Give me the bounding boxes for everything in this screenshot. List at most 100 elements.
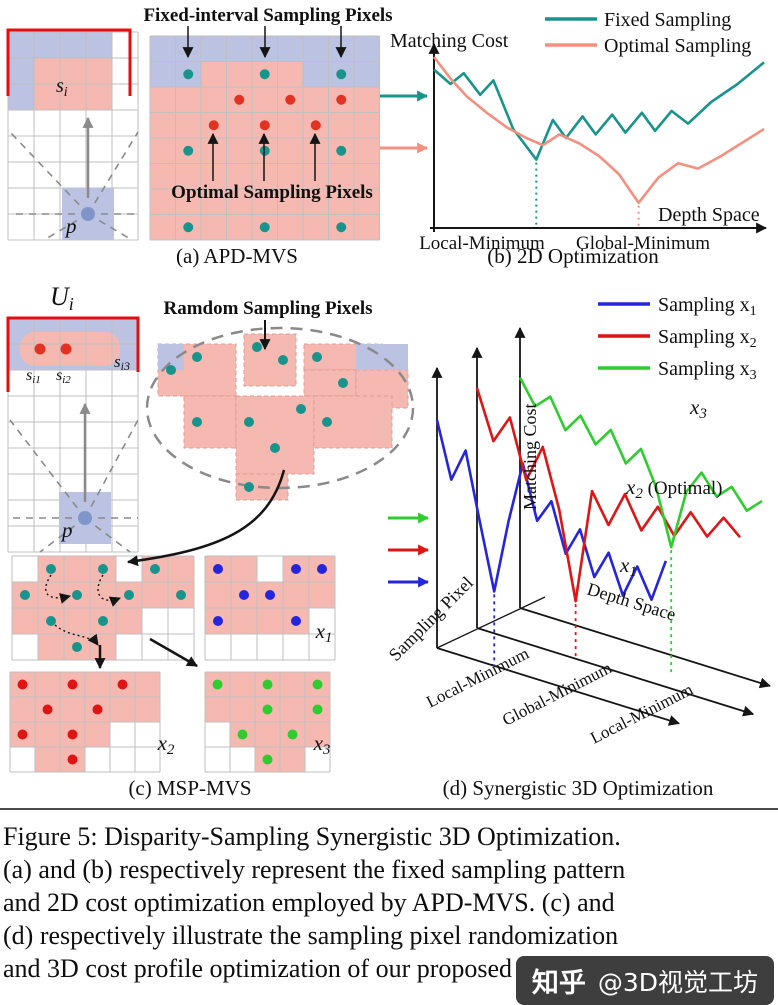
- sampling-pixel-dot: [212, 679, 223, 690]
- sampling-pixel-dot: [259, 69, 270, 80]
- sampling-pixel-dot: [259, 120, 270, 131]
- sampling-pixel-dot: [312, 352, 322, 362]
- chart-3d-optimization: [431, 326, 771, 726]
- depth-axis: [436, 647, 681, 726]
- legend-x2-sub: 2: [750, 336, 757, 351]
- x1-grid-label: x1: [315, 619, 333, 646]
- sampling-pixel-dot: [98, 616, 108, 626]
- sampling-pixel-dot: [285, 94, 296, 105]
- s-i-sub: i: [64, 85, 68, 100]
- u-i-label: Ui: [50, 282, 74, 314]
- grid-flow-arrow-diagonal: [149, 637, 198, 668]
- caption-a: (a) APD-MVS: [176, 244, 298, 268]
- sampling-pixel-dot: [67, 729, 78, 740]
- s-i1-base: s: [26, 367, 32, 384]
- sampling-pixel-dot: [270, 443, 280, 453]
- projection-ray: [84, 419, 139, 519]
- cost-curve-x2: [475, 387, 741, 603]
- caption-line-2: (a) and (b) respectively represent the f…: [3, 855, 626, 884]
- caption-line-5: and 3D cost profile optimization of our …: [3, 954, 604, 983]
- sampling-pixel-dot: [336, 69, 347, 80]
- sampling-pixel-dot: [17, 729, 28, 740]
- s-i-base: s: [56, 75, 64, 97]
- grids-layer: [6, 28, 380, 773]
- legend-label-sampling-x1: Sampling x1: [658, 294, 757, 319]
- shift-arrow: [54, 624, 99, 646]
- sampling-pixel-dot: [72, 590, 82, 600]
- sampling-pixel-dot: [336, 222, 347, 233]
- s-i2-label: si2: [56, 367, 71, 386]
- local-minimum-2-label-d: Local-Minimum: [587, 680, 696, 748]
- shift-arrow: [45, 574, 72, 604]
- sampling-pixel-dot: [322, 417, 332, 427]
- sampling-pixel-dot: [192, 352, 202, 362]
- sampling-pixel-dot: [237, 729, 248, 740]
- global-minimum-label-b: Global-Minimum: [576, 233, 710, 254]
- projection-ray: [9, 419, 86, 519]
- reference-pixel-p: [81, 207, 95, 221]
- patch-border: [6, 316, 140, 392]
- sampling-pixel-dot: [72, 642, 82, 652]
- sampling-pixel-dot: [60, 343, 72, 355]
- s-i1-label: si1: [26, 367, 41, 386]
- sampling-region-ellipse: [145, 326, 415, 490]
- sampling-pixel-dot: [278, 355, 288, 365]
- pink-block: [183, 395, 237, 449]
- s-i-label: si: [56, 75, 68, 100]
- sampling-pixel-dot: [20, 590, 30, 600]
- cost-curve-x3: [518, 376, 763, 549]
- p-label-c: p: [60, 518, 73, 542]
- sampling-pixel-dot: [176, 590, 186, 600]
- x1-sub: 1: [325, 630, 333, 646]
- s-i2-sub: i2: [62, 374, 71, 386]
- cost-curve-x1: [435, 419, 668, 601]
- zhihu-logo: 知乎: [531, 968, 586, 999]
- sampling-pixel-dot: [34, 343, 46, 355]
- s-i1-sub: i1: [32, 374, 41, 386]
- sampling-pixel-dot: [234, 94, 245, 105]
- projection-ray: [43, 213, 89, 241]
- random-region-layer: [145, 326, 415, 501]
- x3-base: x: [313, 731, 324, 755]
- grid-c-x3: [204, 671, 331, 773]
- sampling-pixel-dot: [67, 754, 78, 765]
- x3-grid-label: x3: [313, 731, 331, 758]
- caption-line-1: Figure 5: Disparity-Sampling Synergistic…: [3, 822, 621, 851]
- legend-x3-base: Sampling x: [658, 358, 750, 380]
- sampling-pixel-dot: [208, 120, 219, 131]
- legend-x1-sub: 1: [750, 304, 757, 319]
- sampling-pixel-dot: [98, 564, 108, 574]
- random-sampling-pixels-title: Ramdom Sampling Pixels: [163, 298, 372, 319]
- grid-c-random-shift: [11, 555, 195, 661]
- global-minimum-label-d: Global-Minimum: [499, 658, 615, 729]
- depth-axis: [519, 607, 771, 689]
- pink-region: [12, 582, 194, 608]
- projection-ray: [9, 131, 89, 215]
- sampling-pixel-dot: [213, 564, 223, 574]
- sampling-pixel-dot: [92, 704, 103, 715]
- caption-b: (b) 2D Optimization: [487, 244, 659, 268]
- sampling-pixel-dot: [46, 616, 56, 626]
- sampling-pixel-dot: [183, 69, 194, 80]
- x3-curve-base: x: [689, 395, 700, 419]
- x2-curve-label: x2 (Optimal): [625, 475, 723, 502]
- projection-ray: [84, 517, 131, 553]
- legend-x3-sub: 3: [750, 368, 757, 383]
- x1-base: x: [315, 619, 326, 643]
- arrows-layer: [79, 26, 546, 670]
- legend-label-sampling-x2: Sampling x2: [658, 326, 757, 351]
- sampling-pixel-dot: [67, 679, 78, 690]
- pink-region: [12, 608, 142, 634]
- random-sampling-region: [145, 326, 415, 501]
- blue-block: [356, 344, 408, 370]
- charts-layer: [428, 42, 771, 726]
- watermark-handle: @3D视觉工坊: [597, 967, 758, 997]
- sampling-pixel-dot: [244, 417, 254, 427]
- caption-line-3: and 2D cost optimization employed by APD…: [3, 888, 615, 917]
- x3-sub: 3: [322, 742, 331, 758]
- legend-x1-base: Sampling x: [658, 294, 750, 316]
- sampling-pixel-dot: [42, 704, 53, 715]
- sampling-pixel-dot: [124, 590, 134, 600]
- grid-c-reference: [6, 316, 140, 553]
- figure-caption: Figure 5: Disparity-Sampling Synergistic…: [3, 820, 775, 985]
